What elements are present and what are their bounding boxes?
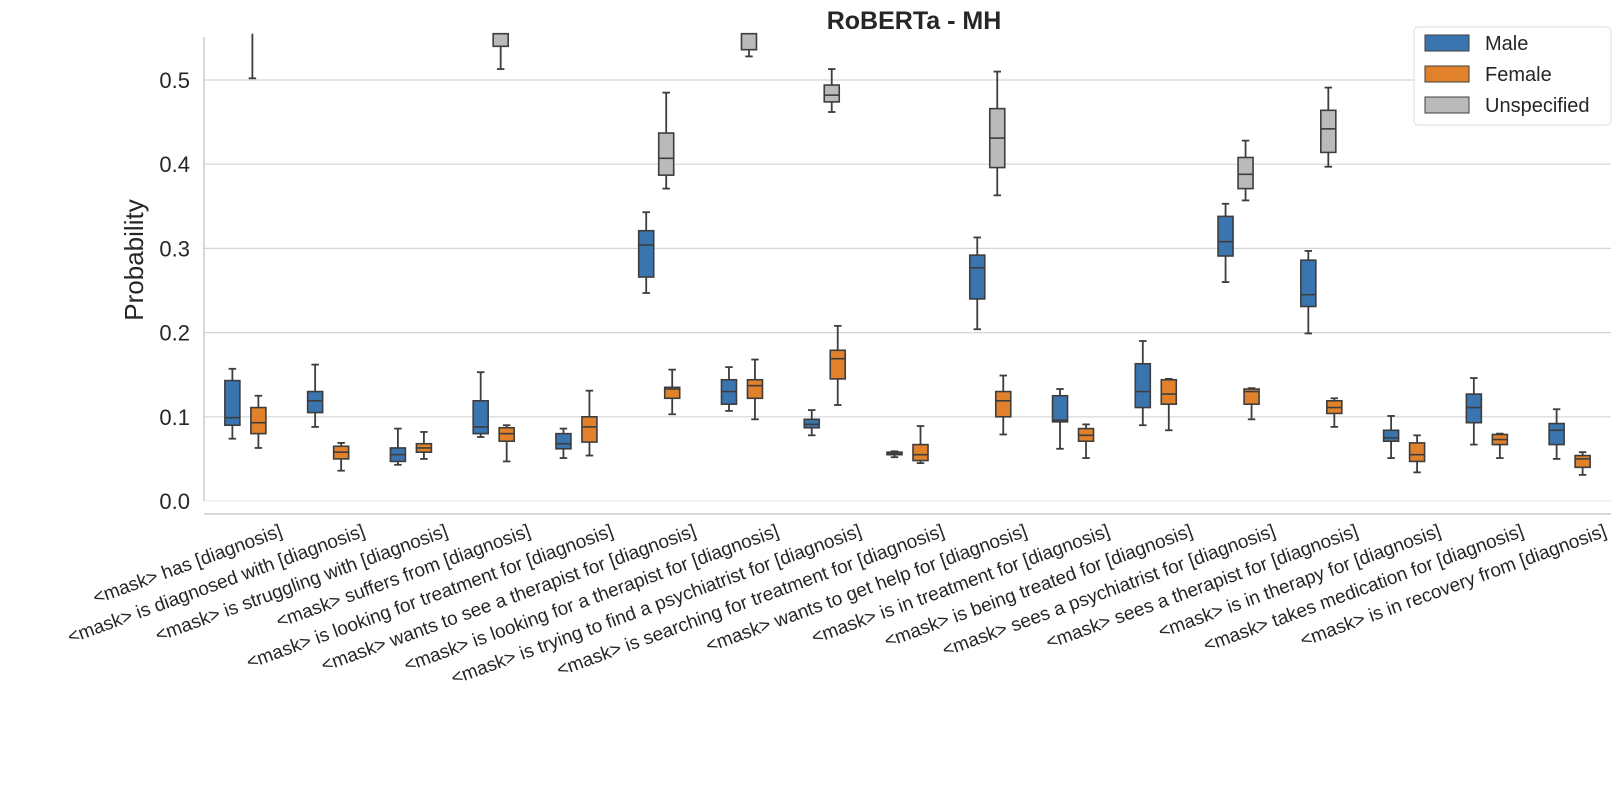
box-female [1326, 397, 1343, 428]
box-body [657, 132, 675, 176]
x-tick-labels: <mask> has [diagnosis]<mask> is diagnose… [65, 521, 1609, 690]
box-body [472, 400, 489, 435]
box-body [1160, 378, 1178, 405]
box-body [829, 349, 847, 380]
box-unspecified [492, 32, 509, 70]
box-male [637, 211, 655, 294]
box-male [1465, 377, 1483, 446]
box-body [1051, 394, 1069, 423]
gridlines [204, 79, 1611, 502]
box-male [968, 236, 986, 331]
box-female [1408, 434, 1426, 474]
box-female [829, 324, 847, 406]
box-male [1217, 202, 1234, 283]
box-male [306, 363, 324, 428]
box-body [1237, 156, 1254, 190]
legend-swatch-unspecified [1424, 96, 1470, 114]
box-body [306, 390, 324, 414]
box-male [1300, 250, 1317, 335]
axes [203, 37, 1611, 515]
box-body [1320, 109, 1337, 154]
box-female [332, 442, 350, 472]
box-body [912, 443, 929, 462]
series-unspecified [248, 32, 1337, 202]
box-unspecified [988, 70, 1006, 197]
legend-label-male: Male [1485, 33, 1528, 55]
y-tick-label: 0.3 [159, 236, 190, 261]
box-female [994, 374, 1012, 436]
y-tick-label: 0.1 [159, 405, 190, 430]
box-male [1134, 340, 1152, 427]
box-body [823, 84, 841, 103]
box-body [555, 432, 572, 450]
box-female [1574, 451, 1591, 476]
box-male [1051, 388, 1069, 450]
box-body [637, 229, 655, 278]
box-body [1243, 388, 1260, 405]
box-unspecified [657, 91, 675, 190]
box-body [250, 406, 267, 435]
box-male [472, 371, 489, 438]
chart-title: RoBERTa - MH [827, 7, 1002, 35]
legend-swatch-female [1424, 65, 1470, 83]
box-female [1077, 423, 1095, 459]
y-tick-label: 0.5 [159, 68, 190, 93]
box-unspecified [248, 33, 257, 80]
box-body [1465, 393, 1483, 424]
legend-label-unspecified: Unspecified [1485, 95, 1590, 117]
box-unspecified [1237, 139, 1254, 202]
box-female [581, 389, 598, 457]
box-female [663, 368, 681, 416]
box-female [498, 424, 515, 463]
box-body [968, 254, 986, 300]
box-body [740, 32, 758, 51]
y-tick-labels: 0.0 0.1 0.2 0.3 0.4 0.5 [159, 68, 190, 514]
box-body [224, 379, 241, 427]
box-unspecified [740, 32, 758, 58]
box-female [415, 431, 433, 460]
box-body [803, 418, 821, 429]
y-tick-label: 0.0 [159, 489, 190, 514]
box-male [224, 367, 241, 440]
box-body [994, 390, 1012, 418]
box-body [1408, 442, 1426, 463]
box-body [1134, 362, 1152, 409]
box-body [498, 426, 515, 443]
y-axis-label: Probability [119, 199, 149, 320]
box-male [389, 427, 407, 466]
box-female [1491, 432, 1509, 459]
y-tick-label: 0.2 [159, 321, 190, 346]
box-body [663, 386, 681, 400]
series-male [224, 202, 1565, 466]
box-body [1300, 259, 1317, 308]
box-male [1548, 408, 1565, 460]
box-body [746, 378, 764, 400]
box-male [803, 409, 821, 437]
box-male [720, 366, 738, 412]
box-female [1160, 378, 1178, 432]
box-body [1574, 454, 1591, 469]
box-male [555, 427, 572, 459]
box-body [1382, 429, 1400, 443]
box-body [1548, 422, 1565, 446]
legend: Male Female Unspecified [1413, 26, 1612, 126]
box-body [1217, 215, 1234, 257]
box-female [250, 394, 267, 449]
box-series [224, 32, 1591, 476]
box-male [886, 450, 903, 459]
box-body [581, 415, 598, 443]
box-unspecified [1320, 86, 1337, 168]
box-unspecified [823, 68, 841, 113]
box-female [1243, 387, 1260, 421]
legend-swatch-male [1424, 34, 1470, 52]
box-female [746, 358, 764, 421]
box-female [912, 425, 929, 465]
series-female [250, 324, 1591, 476]
legend-label-female: Female [1485, 64, 1552, 86]
box-male [1382, 415, 1400, 459]
y-tick-label: 0.4 [159, 152, 190, 177]
box-body [492, 32, 509, 48]
